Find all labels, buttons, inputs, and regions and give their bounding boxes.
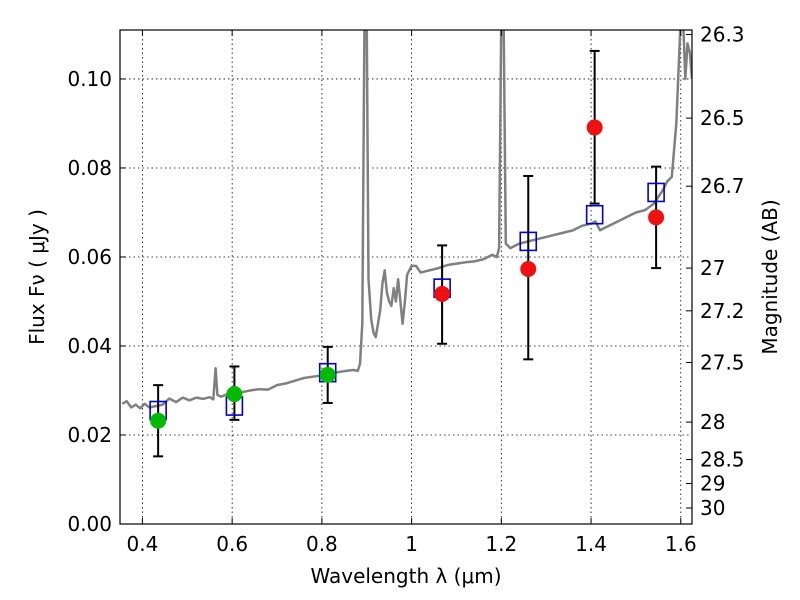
- x-axis-label: Wavelength λ (μm): [310, 564, 501, 588]
- y-tick-label: 0.10: [67, 67, 112, 91]
- x-tick-label: 1.4: [575, 532, 607, 556]
- observed-point: [520, 260, 537, 277]
- x-tick-label: 1.2: [485, 532, 517, 556]
- right-y-tick-label: 29: [700, 472, 725, 496]
- y-axis-label: Flux Fν ( μJy ): [25, 209, 49, 345]
- x-tick-label: 0.4: [127, 532, 159, 556]
- right-y-tick-label: 28.5: [700, 447, 745, 471]
- x-tick-label: 0.8: [306, 532, 338, 556]
- right-y-tick-label: 30: [700, 496, 725, 520]
- axis-ticks: [120, 30, 692, 525]
- right-y-axis-label: Magnitude (AB): [758, 199, 782, 354]
- y-tick-label: 0.06: [67, 245, 112, 269]
- y-tick-label: 0.08: [67, 156, 112, 180]
- observed-point: [226, 386, 243, 403]
- observed-point: [586, 119, 603, 136]
- model-point: [585, 204, 604, 225]
- model-point: [647, 182, 665, 203]
- right-y-tick-label: 26.7: [700, 174, 745, 198]
- y-tick-label: 0.02: [67, 423, 112, 447]
- y-tick-label: 0.00: [67, 512, 112, 536]
- plot-area: [121, 30, 692, 458]
- model-point: [519, 231, 538, 252]
- spectrum-line: [121, 30, 692, 410]
- right-y-tick-label: 28: [700, 410, 725, 434]
- observed-point: [434, 285, 451, 302]
- observed-point: [150, 412, 167, 429]
- x-tick-label: 1: [405, 532, 418, 556]
- x-tick-label: 1.6: [665, 532, 697, 556]
- right-y-tick-label: 26.5: [700, 106, 745, 130]
- y-tick-labels: 0.00 0.02 0.04 0.06 0.08 0.10: [67, 67, 112, 536]
- right-y-tick-label: 27.5: [700, 350, 745, 374]
- x-tick-labels: 0.4 0.6 0.8 1 1.2 1.4 1.6: [127, 532, 697, 556]
- x-tick-label: 0.6: [216, 532, 248, 556]
- plot-frame: [119, 29, 693, 525]
- observed-point: [319, 366, 336, 383]
- right-y-tick-label: 27: [700, 256, 725, 280]
- right-y-tick-label: 26.3: [700, 22, 745, 46]
- observed-point: [648, 209, 665, 226]
- right-y-tick-label: 27.2: [700, 299, 745, 323]
- y-tick-label: 0.04: [67, 334, 112, 358]
